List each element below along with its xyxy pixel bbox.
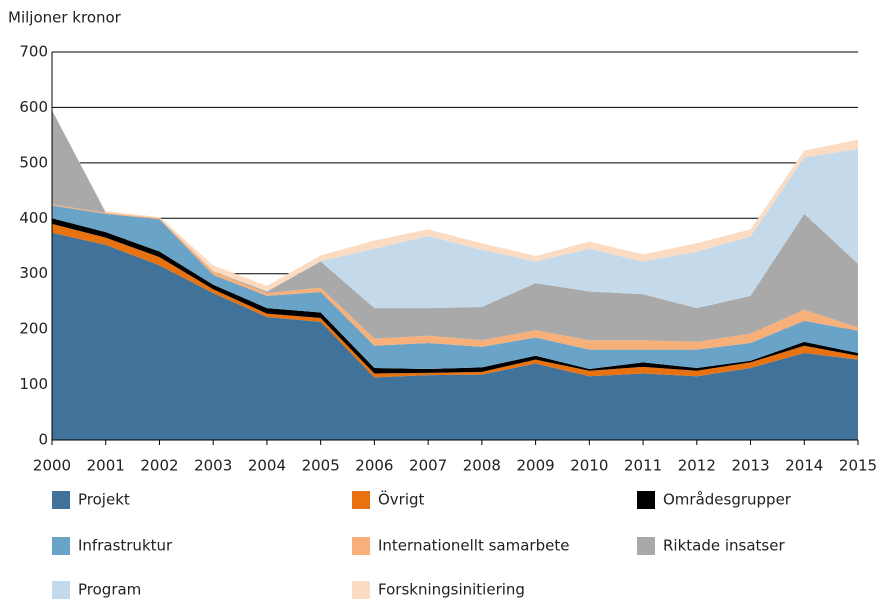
- y-tick-label: 0: [38, 431, 48, 449]
- x-tick-label: 2006: [355, 457, 393, 475]
- x-tick-label: 2007: [409, 457, 447, 475]
- legend-label: Internationellt samarbete: [378, 537, 569, 555]
- x-tick-label: 2009: [517, 457, 555, 475]
- legend-swatch: [52, 581, 70, 599]
- y-axis-label: Miljoner kronor: [8, 9, 122, 27]
- y-tick-label: 700: [19, 43, 48, 61]
- legend-label: Riktade insatser: [663, 537, 785, 555]
- x-tick-label: 2008: [463, 457, 501, 475]
- x-tick-label: 2010: [570, 457, 608, 475]
- legend-swatch: [637, 491, 655, 509]
- x-tick-label: 2001: [87, 457, 125, 475]
- x-tick-label: 2015: [839, 457, 877, 475]
- x-tick-label: 2012: [678, 457, 716, 475]
- x-tick-label: 2014: [785, 457, 823, 475]
- legend-swatch: [352, 537, 370, 555]
- legend-swatch: [52, 491, 70, 509]
- area: [52, 110, 858, 309]
- legend-swatch: [52, 537, 70, 555]
- area: [52, 110, 858, 342]
- legend-label: Forskningsinitiering: [378, 581, 525, 599]
- y-tick-label: 100: [19, 375, 48, 393]
- legend-swatch: [352, 491, 370, 509]
- legend-label: Program: [78, 581, 141, 599]
- legend-swatch: [637, 537, 655, 555]
- y-tick-label: 400: [19, 209, 48, 227]
- y-tick-label: 600: [19, 98, 48, 116]
- x-tick-label: 2005: [302, 457, 340, 475]
- legend-label: Infrastruktur: [78, 537, 173, 555]
- x-tick-label: 2011: [624, 457, 662, 475]
- y-tick-label: 300: [19, 264, 48, 282]
- y-tick-label: 200: [19, 320, 48, 338]
- y-tick-label: 500: [19, 153, 48, 171]
- x-tick-label: 2002: [140, 457, 178, 475]
- area: [52, 232, 858, 440]
- x-tick-label: 2004: [248, 457, 286, 475]
- legend-swatch: [352, 581, 370, 599]
- x-tick-label: 2013: [731, 457, 769, 475]
- x-tick-label: 2000: [33, 457, 71, 475]
- x-tick-label: 2003: [194, 457, 232, 475]
- legend-label: Projekt: [78, 491, 130, 509]
- area: [52, 205, 858, 370]
- legend-label: Övrigt: [378, 490, 425, 509]
- legend-label: Områdesgrupper: [663, 491, 792, 509]
